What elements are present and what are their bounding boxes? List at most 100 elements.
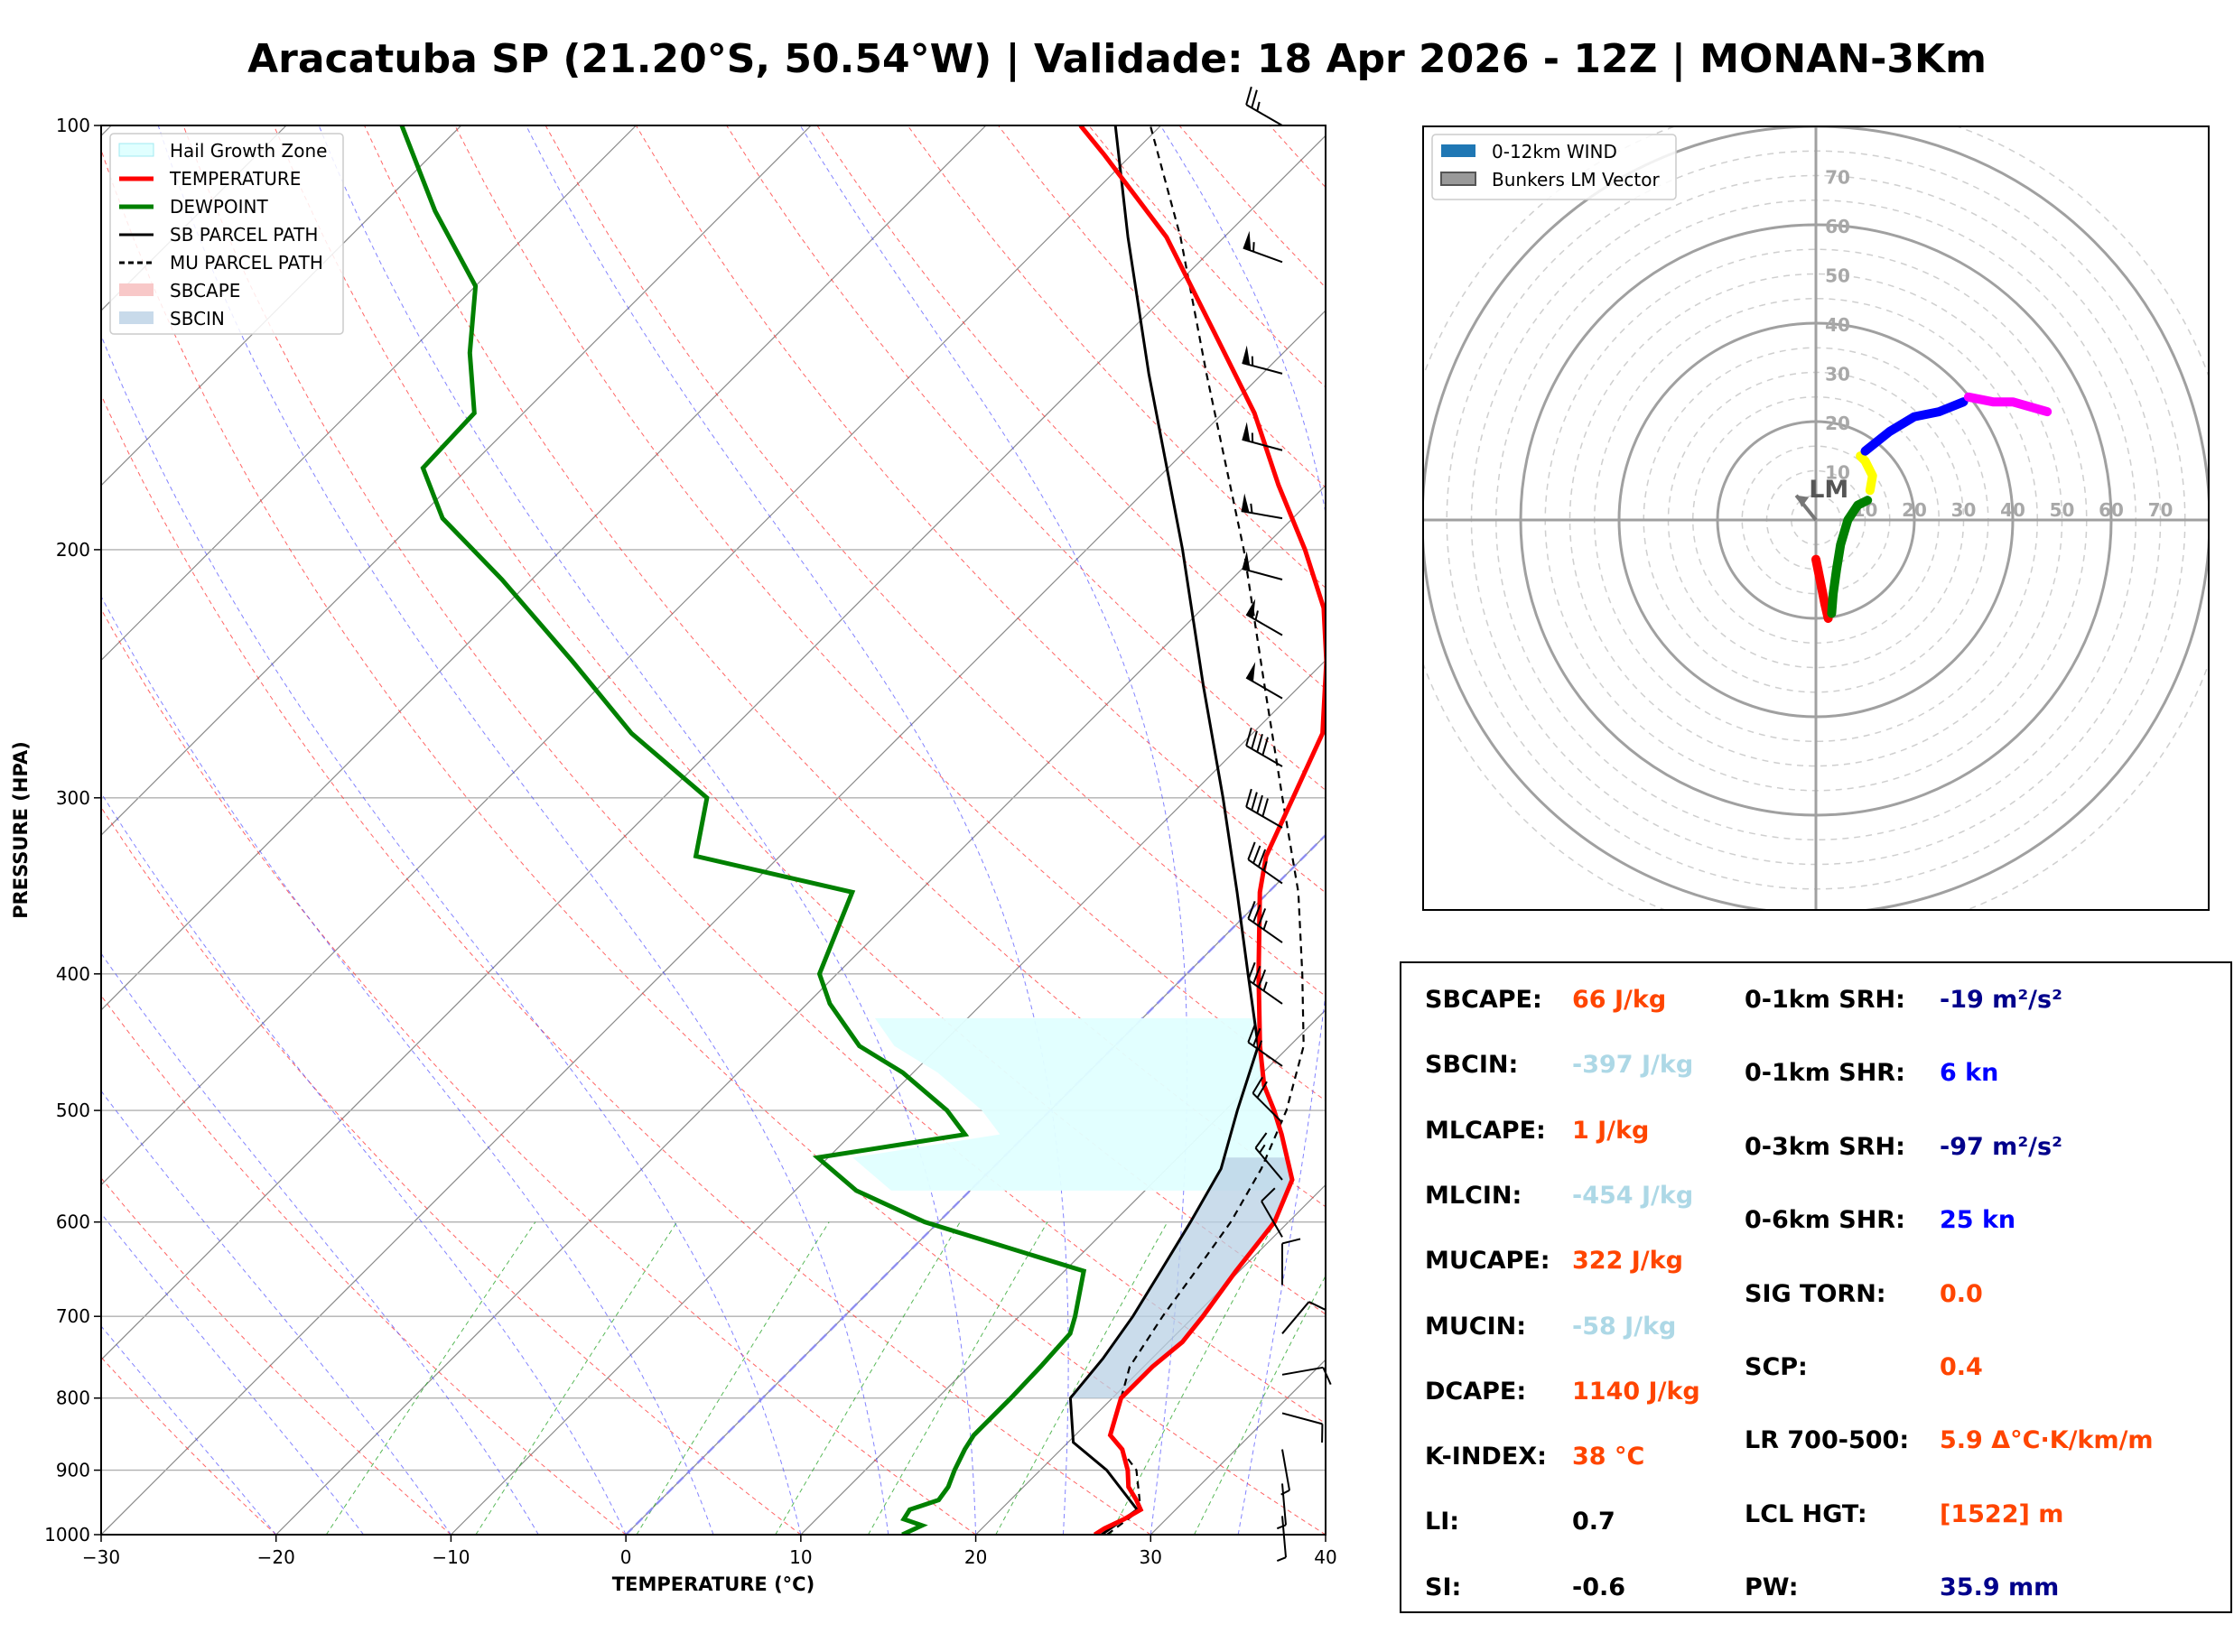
barb-shaft (1247, 1041, 1283, 1067)
barb-flag (1247, 961, 1256, 980)
isotherm (101, 310, 1326, 1535)
dry-adiabat (726, 125, 1326, 792)
barb-flag (1252, 1076, 1263, 1094)
barb-shaft (1245, 104, 1283, 126)
param-value: 0.7 (1572, 1508, 1615, 1536)
param-value: -397 J/kg (1572, 1051, 1694, 1080)
x-tick-label: 40 (1314, 1546, 1336, 1568)
barb-pennant (1246, 662, 1256, 682)
param-label: MUCIN: (1425, 1312, 1527, 1341)
param-label: PW: (1745, 1573, 1799, 1602)
barb-pennant (1246, 599, 1256, 619)
barb-flag (1252, 905, 1261, 923)
legend-label: SBCAPE (170, 280, 240, 302)
barb-shaft (1281, 1449, 1290, 1491)
hodo-legend-swatch (1440, 172, 1476, 186)
legend-swatch (119, 311, 154, 324)
moist-adiabat (101, 792, 627, 1535)
sbcin-area (1070, 1157, 1293, 1398)
barb-flag (1281, 1238, 1301, 1245)
barb-half-flag (1262, 860, 1268, 871)
wind-barb (1247, 961, 1283, 1005)
hodo-y-tick-label: 60 (1825, 216, 1850, 237)
dry-adiabat (101, 1177, 451, 1535)
isotherm (101, 125, 637, 662)
param-label: MUCAPE: (1425, 1247, 1550, 1276)
barb-shaft (1281, 1483, 1288, 1526)
barb-flag (1251, 89, 1258, 108)
param-value: -454 J/kg (1572, 1181, 1694, 1210)
moist-adiabat (101, 952, 539, 1535)
barb-flag (1322, 1367, 1332, 1386)
y-tick-label: 100 (56, 115, 90, 136)
param-label: SBCAPE: (1425, 986, 1542, 1014)
barb-shaft (1247, 858, 1283, 885)
barb-flag (1245, 727, 1252, 747)
barb-flag (1261, 798, 1269, 817)
wind-barb (1281, 1301, 1326, 1334)
barb-flag (1245, 86, 1252, 106)
barb-half-flag (1254, 610, 1259, 620)
hodo-x-tick-label: 70 (2148, 499, 2173, 521)
hodo-legend-label: Bunkers LM Vector (1492, 169, 1661, 190)
barb-half-flag (1250, 503, 1253, 514)
param-label: MLCIN: (1425, 1181, 1522, 1210)
wind-barb (1281, 1366, 1332, 1386)
isotherm (101, 125, 462, 487)
barb-flag (1247, 841, 1256, 860)
dry-adiabat (101, 148, 1326, 1535)
barb-pennant (1242, 551, 1251, 571)
legend-label: SBCIN (170, 308, 225, 329)
chart-title: Aracatuba SP (21.20°S, 50.54°W) | Valida… (247, 36, 1987, 82)
barb-shaft (1245, 805, 1283, 829)
dry-adiabat (816, 125, 1326, 690)
wind-barb (1245, 86, 1283, 126)
hodo-y-tick-label: 30 (1825, 364, 1850, 385)
legend-label: Hail Growth Zone (170, 140, 327, 162)
param-label: SCP: (1745, 1353, 1808, 1381)
dewpoint-line (399, 125, 1087, 1535)
wind-barb (1254, 1132, 1283, 1181)
barb-shaft (1254, 1147, 1283, 1181)
lm-label: LM (1809, 476, 1848, 504)
wind-barb (1245, 599, 1283, 636)
legend-label: MU PARCEL PATH (170, 252, 323, 274)
param-value: -97 m²/s² (1940, 1132, 2062, 1161)
barb-pennant (1242, 422, 1251, 442)
param-value: 38 °C (1572, 1443, 1645, 1471)
barb-flag (1251, 792, 1258, 811)
lm-vector-head (1796, 495, 1810, 507)
barb-half-flag (1256, 101, 1261, 112)
barb-flag (1261, 1187, 1276, 1202)
wind-barb (1261, 1187, 1283, 1238)
barb-flag (1247, 1024, 1256, 1043)
wind-barb (1247, 1024, 1283, 1067)
param-value: 6 kn (1940, 1059, 1999, 1088)
y-tick-label: 200 (56, 539, 90, 561)
param-value: 5.9 Δ°C·K/km/m (1940, 1426, 2154, 1455)
isotherm (101, 125, 987, 1011)
mixing-ratio-line (325, 1221, 536, 1535)
hodo-segment (1811, 554, 1833, 623)
hail-growth-zone (852, 1017, 1293, 1191)
x-tick-label: −20 (257, 1546, 295, 1568)
wind-barb (1245, 727, 1283, 767)
x-tick-label: 20 (964, 1546, 987, 1568)
barb-pennant (1243, 230, 1252, 251)
param-value: 35.9 mm (1940, 1573, 2060, 1602)
wind-barb (1242, 345, 1283, 375)
param-label: SI: (1425, 1573, 1462, 1601)
wind-barb (1276, 1483, 1288, 1530)
x-tick-label: −30 (82, 1546, 120, 1568)
mixing-ratio-line (775, 1221, 961, 1535)
skew-t-frame (100, 125, 1326, 1536)
hodo-y-tick-label: 70 (1825, 167, 1850, 189)
mixing-ratio-line (1194, 1275, 1326, 1535)
param-label: LI: (1425, 1508, 1460, 1536)
y-tick-label: 900 (56, 1460, 90, 1481)
barb-half-flag (1276, 1524, 1287, 1530)
param-value: -58 J/kg (1572, 1312, 1677, 1341)
barb-pennant (1242, 345, 1251, 366)
isotherm (451, 659, 1326, 1535)
param-value: 66 J/kg (1572, 986, 1667, 1014)
